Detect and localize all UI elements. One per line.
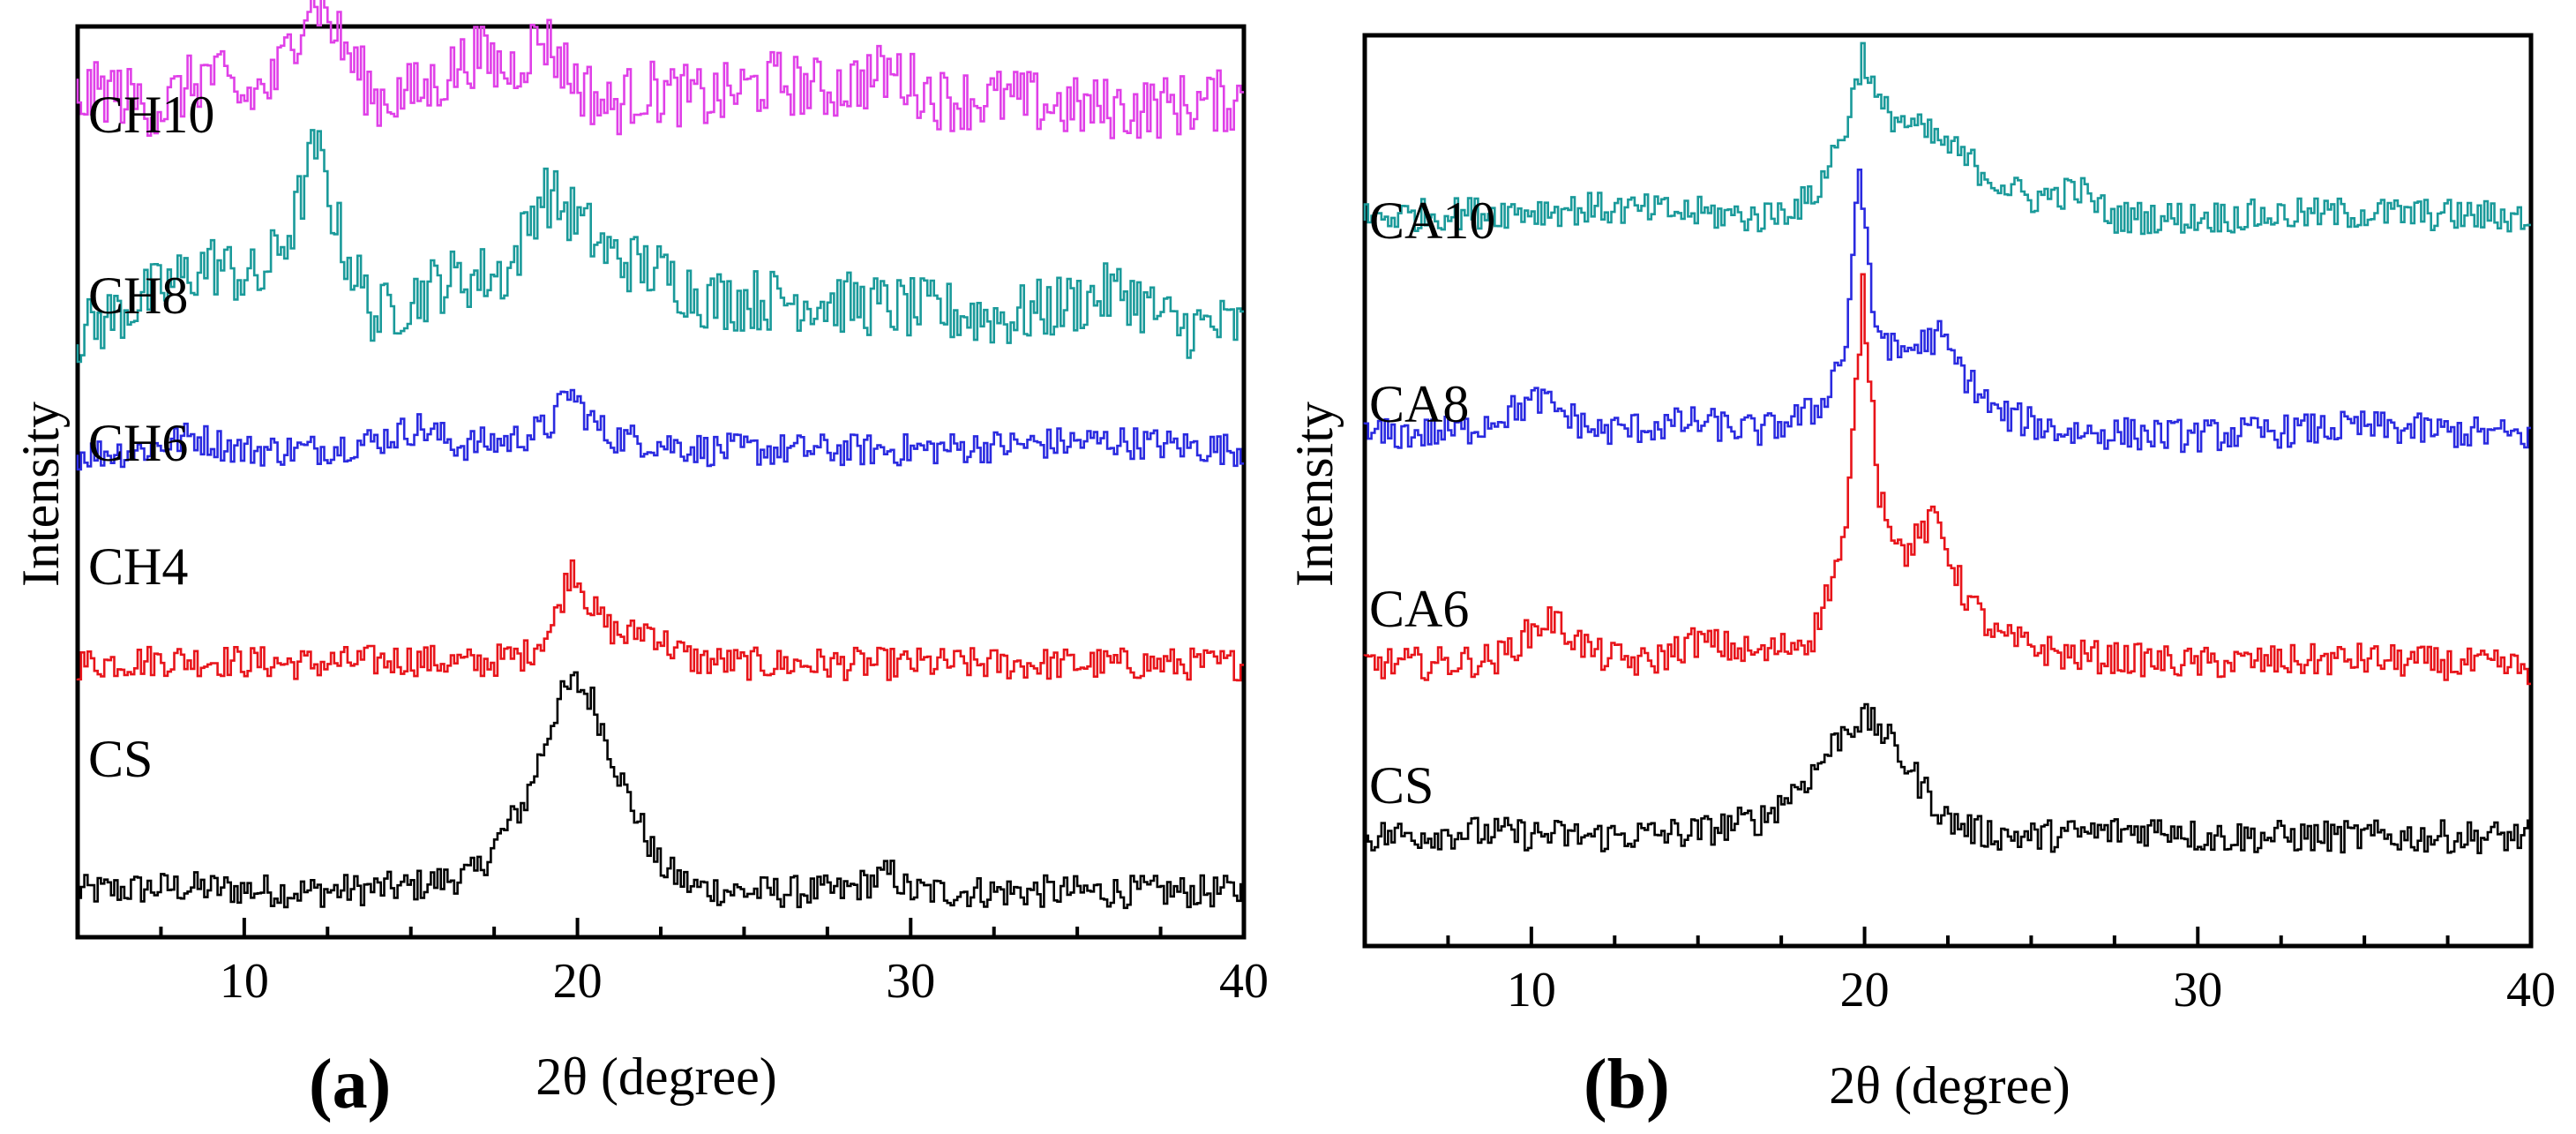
series-group-b — [1363, 41, 2531, 854]
x-ticks-a: 10 20 30 40 — [76, 918, 1269, 1009]
x-tick-label: 20 — [1840, 963, 1890, 1018]
x-tick-label: 10 — [1507, 963, 1556, 1018]
x-tick-label: 30 — [2173, 963, 2222, 1018]
series-labels-a: CS CH4 CH6 CH8 CH10 — [88, 86, 214, 788]
series-labels-b: CS CA6 CA8 CA10 — [1369, 192, 1495, 815]
series-line-ch10-a — [76, 0, 1244, 139]
panel-label-b: (b) — [1584, 1046, 1670, 1123]
series-label-cs: CS — [88, 730, 153, 788]
series-label-ca10: CA10 — [1369, 192, 1495, 250]
plot-frame-a — [75, 24, 1247, 940]
x-axis-title-b: 2θ (degree) — [1829, 1056, 2071, 1115]
x-tick-label: 20 — [553, 954, 603, 1009]
x-tick-label: 40 — [1219, 954, 1269, 1009]
x-tick-label: 40 — [2506, 963, 2556, 1018]
series-label-ch8: CH8 — [88, 267, 188, 325]
series-line-ca8-b — [1363, 169, 2531, 454]
series-label-ca8: CA8 — [1369, 375, 1469, 433]
x-ticks-b: 10 20 30 40 — [1363, 927, 2556, 1018]
series-group-a — [76, 0, 1244, 910]
y-axis-title-b: Intensity — [1285, 402, 1344, 587]
series-label-ch6: CH6 — [88, 414, 188, 472]
series-label-ch10: CH10 — [88, 86, 214, 144]
series-label-ca6: CA6 — [1369, 580, 1469, 638]
panel-a: 10 20 30 40 CS CH4 CH6 CH8 CH10 Intensity 2θ (d… — [11, 0, 1269, 1123]
series-line-ch8-a — [76, 129, 1244, 364]
series-label-ch4: CH4 — [88, 537, 188, 596]
series-line-cs-a — [76, 671, 1244, 910]
panel-b: 10 20 30 40 CS CA6 CA8 CA10 Intensity 2θ (degr… — [1285, 33, 2556, 1123]
x-axis-title-a: 2θ (degree) — [535, 1048, 777, 1106]
x-tick-label: 30 — [886, 954, 935, 1009]
series-line-ca10-b — [1363, 41, 2531, 236]
series-line-cs-b — [1363, 702, 2531, 854]
panel-label-a: (a) — [309, 1046, 391, 1123]
series-line-ch6-a — [76, 388, 1244, 471]
series-line-ca6-b — [1363, 273, 2531, 686]
series-label-cs: CS — [1369, 756, 1434, 815]
y-axis-title-a: Intensity — [11, 402, 70, 587]
series-line-ch4-a — [76, 559, 1244, 682]
x-tick-label: 10 — [220, 954, 269, 1009]
